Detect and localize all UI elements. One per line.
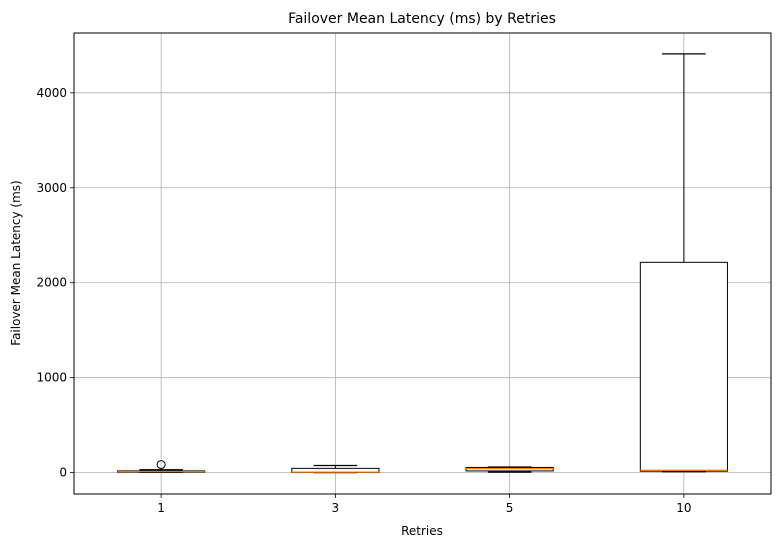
x-tick-label: 1	[157, 501, 165, 515]
plot-frame	[73, 32, 772, 495]
axis-layer: 0 1000 2000 3000 4000 1 3 5 10	[36, 86, 691, 515]
x-tick-label: 10	[676, 501, 691, 515]
chart-title: Failover Mean Latency (ms) by Retries	[288, 11, 556, 27]
box-5	[465, 466, 554, 473]
x-axis-label: Retries	[401, 524, 443, 538]
x-tick-label: 5	[506, 501, 514, 515]
x-tick-label: 3	[332, 501, 340, 515]
y-tick-label: 3000	[36, 181, 67, 195]
y-tick-label: 1000	[36, 371, 67, 385]
box-1	[117, 460, 206, 474]
y-tick-label: 0	[59, 466, 67, 480]
box-10	[639, 53, 728, 473]
box-rect	[639, 261, 728, 472]
box-layer	[117, 53, 728, 474]
flier-point	[156, 460, 166, 470]
y-tick-label: 2000	[36, 276, 67, 290]
box-3	[291, 464, 380, 474]
y-axis-label: Failover Mean Latency (ms)	[9, 180, 23, 345]
y-tick-label: 4000	[36, 86, 67, 100]
